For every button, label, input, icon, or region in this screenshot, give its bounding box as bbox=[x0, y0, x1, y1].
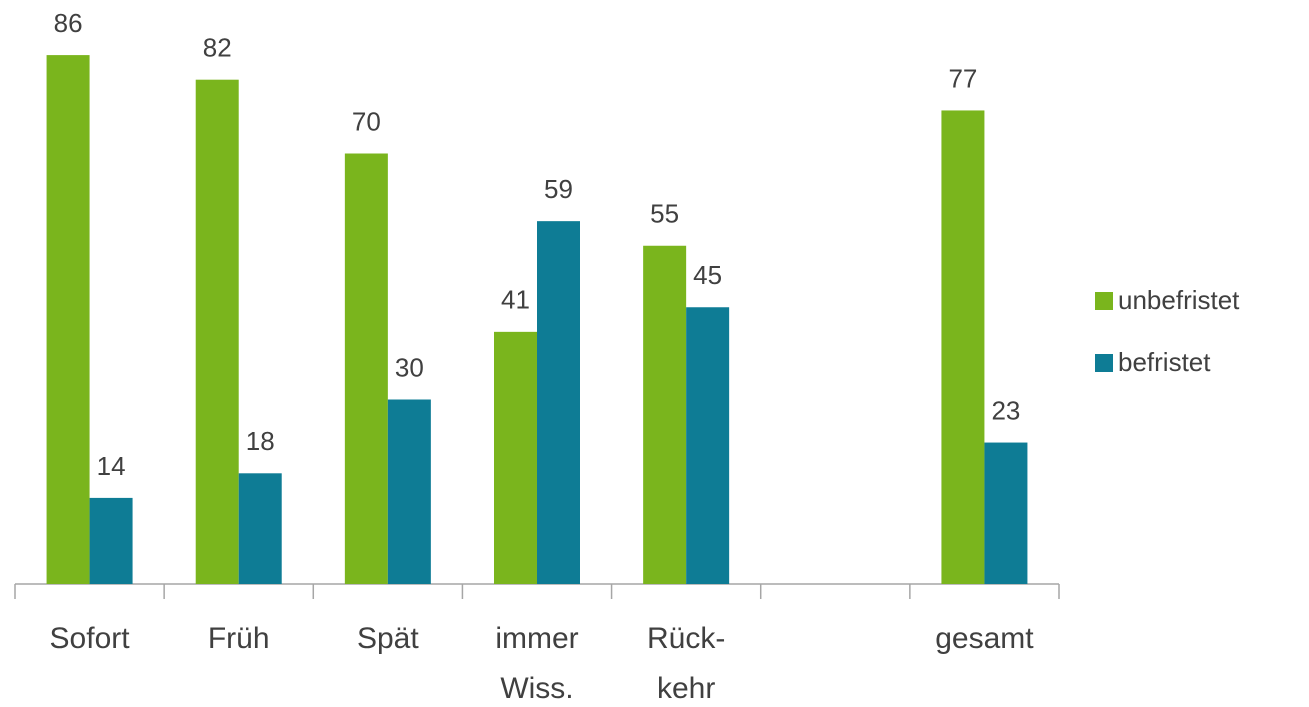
data-label: 14 bbox=[97, 451, 126, 481]
bar bbox=[686, 307, 730, 584]
legend-label: befristet bbox=[1118, 347, 1211, 377]
legend-swatch bbox=[1095, 354, 1113, 372]
x-tick-label: Spät bbox=[357, 622, 419, 655]
data-label: 23 bbox=[991, 395, 1020, 425]
x-tick-label: gesamt bbox=[935, 622, 1034, 655]
x-tick-label: immer Wiss. bbox=[495, 622, 578, 705]
bar bbox=[238, 473, 282, 584]
data-label: 77 bbox=[948, 63, 977, 93]
x-tick-label: Rück-kehr bbox=[647, 622, 725, 705]
bar bbox=[537, 221, 580, 584]
bar bbox=[195, 79, 239, 584]
data-label: 45 bbox=[693, 260, 722, 290]
bar bbox=[984, 442, 1028, 584]
bar bbox=[89, 497, 133, 584]
data-label: 86 bbox=[54, 8, 83, 38]
bar bbox=[643, 245, 687, 584]
bar bbox=[941, 110, 985, 584]
data-label: 30 bbox=[395, 352, 424, 382]
bar bbox=[387, 399, 431, 584]
data-label: 41 bbox=[501, 285, 530, 315]
data-label: 59 bbox=[544, 174, 573, 204]
bar bbox=[494, 331, 537, 584]
bar bbox=[46, 55, 90, 585]
x-tick-label: Sofort bbox=[50, 622, 131, 655]
legend-swatch bbox=[1095, 292, 1113, 310]
bar bbox=[344, 153, 388, 584]
data-label: 70 bbox=[352, 106, 381, 136]
data-label: 82 bbox=[203, 33, 232, 63]
data-label: 18 bbox=[246, 426, 275, 456]
data-label: 55 bbox=[650, 199, 679, 229]
x-tick-label: Früh bbox=[208, 622, 270, 655]
legend-label: unbefristet bbox=[1118, 285, 1240, 315]
